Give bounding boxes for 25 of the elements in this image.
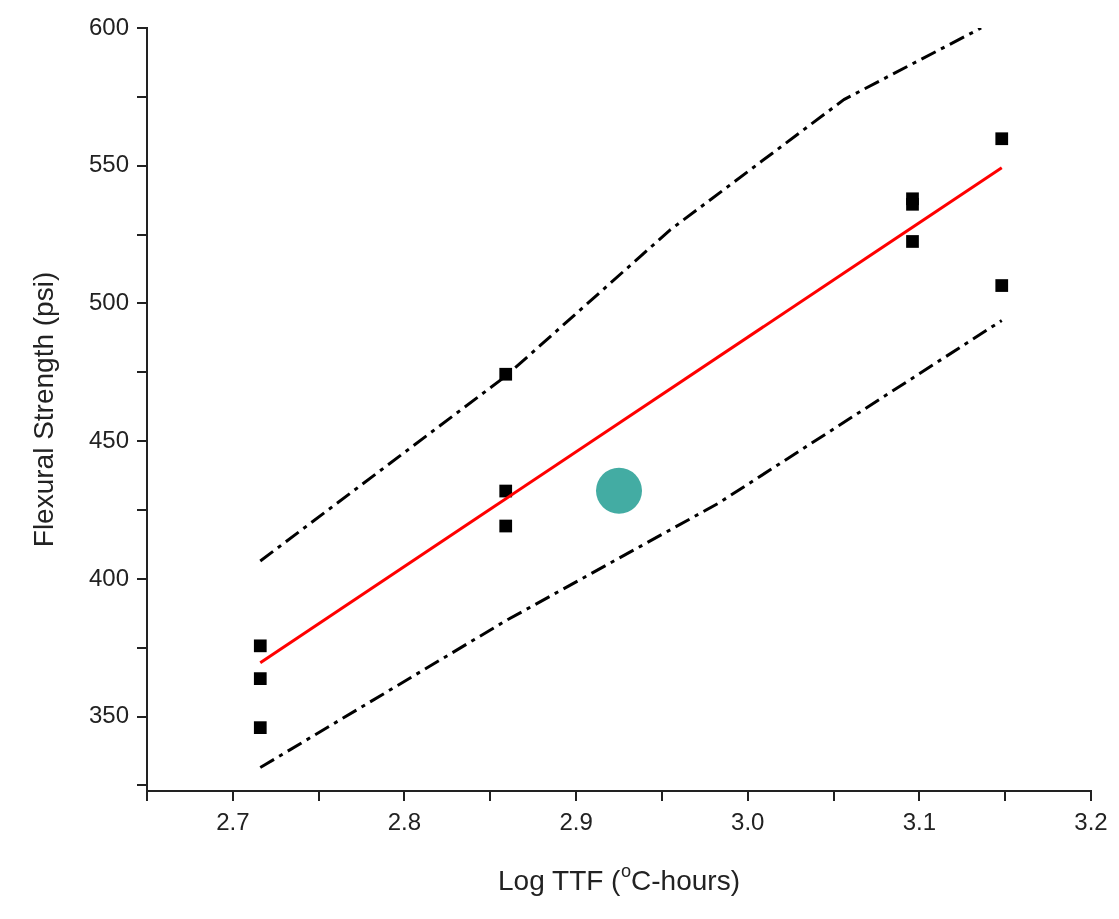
- point: [253, 721, 267, 735]
- y-tick-label: 450: [88, 425, 129, 453]
- point: [253, 672, 267, 685]
- point: [995, 279, 1009, 292]
- x-tick-label: 2.8: [387, 808, 422, 836]
- y-tick-label: 600: [88, 12, 129, 40]
- point: [253, 639, 267, 653]
- x-tick-label: 2.9: [559, 808, 593, 836]
- line-series: [258, 319, 1004, 770]
- y-tick-label: 500: [88, 288, 129, 316]
- point: [499, 367, 513, 381]
- point: [906, 197, 919, 211]
- y-tick-label: 550: [88, 150, 129, 178]
- point: [906, 235, 919, 248]
- point: [596, 467, 642, 514]
- x-tick-label: 3.1: [902, 808, 937, 836]
- point: [499, 519, 513, 533]
- y-tick-label: 350: [88, 701, 129, 729]
- point: [995, 132, 1009, 146]
- line-series: [258, 28, 983, 563]
- x-tick-label: 2.7: [216, 808, 250, 836]
- x-tick-label: 3.0: [731, 808, 765, 836]
- y-axis-title: Flexural Strength (psi): [27, 271, 59, 548]
- x-tick-label: 3.2: [1074, 808, 1108, 836]
- y-tick-label: 400: [88, 563, 129, 591]
